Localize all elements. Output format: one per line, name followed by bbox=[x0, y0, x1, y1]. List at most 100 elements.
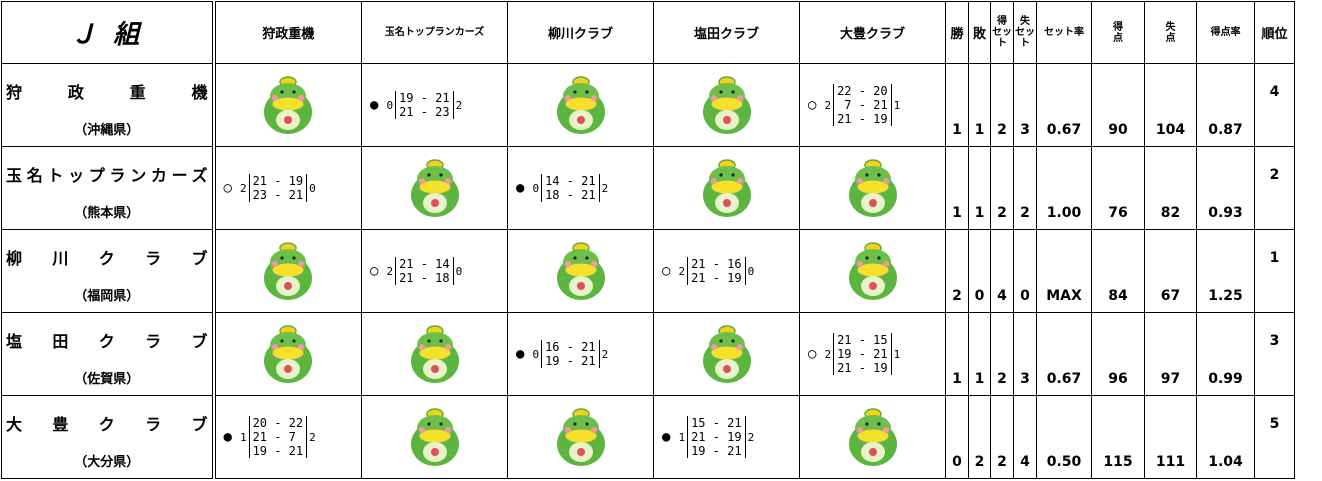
stat-value: 0 bbox=[1013, 229, 1037, 313]
match-cell bbox=[213, 312, 362, 396]
team-cell: 狩政重機 （沖縄県） bbox=[1, 63, 216, 147]
team-row: 玉名トップランカーズ （熊本県） ○ 2 21 - 19 23 - 21 0 ● 0 14 - 2… bbox=[1, 146, 1295, 230]
set-score: 21 - 19 bbox=[252, 174, 304, 188]
match-cell: ● 0 16 - 21 19 - 21 2 bbox=[507, 312, 654, 396]
mascot-icon bbox=[848, 242, 897, 300]
sets-lost: 2 bbox=[601, 181, 609, 195]
match-result: ○ 2 21 - 14 21 - 18 0 bbox=[362, 230, 507, 312]
column-header: 大豊クラブ bbox=[799, 1, 946, 64]
rank: 3 bbox=[1254, 312, 1295, 396]
stat-header-line: 敗 bbox=[972, 27, 986, 42]
set-score: 21 - 19 bbox=[691, 430, 742, 444]
header-row: Ｊ 組 狩政重機 玉名トップランカーズ 柳川クラブ 塩田クラブ 大豊クラブ勝敗得セット失… bbox=[1, 1, 1295, 64]
match-result: ○ 2 22 - 20 7 - 21 21 - 19 1 bbox=[800, 64, 945, 146]
sets-won: 2 bbox=[824, 98, 832, 112]
sets-lost: 0 bbox=[309, 181, 316, 195]
result-mark: ○ bbox=[662, 263, 671, 279]
match-cell bbox=[799, 229, 946, 313]
stat-value: 1 bbox=[968, 312, 991, 396]
column-header: 塩田クラブ bbox=[653, 1, 800, 64]
result-mark: ● bbox=[370, 97, 379, 113]
match-cell: ● 0 14 - 21 18 - 21 2 bbox=[507, 146, 654, 230]
mascot-icon bbox=[848, 159, 897, 217]
stat-header: 失点 bbox=[1144, 1, 1197, 64]
set-score: 23 - 21 bbox=[252, 188, 304, 202]
match-result: ● 0 19 - 21 21 - 23 2 bbox=[362, 64, 507, 146]
sets-lost: 2 bbox=[309, 430, 316, 444]
stat-value: 3 bbox=[1013, 312, 1037, 396]
stat-value: 2 bbox=[968, 395, 991, 479]
stat-value: 115 bbox=[1091, 395, 1145, 479]
sets-lost: 0 bbox=[747, 264, 755, 278]
mascot-icon bbox=[702, 76, 751, 134]
stat-value: 76 bbox=[1091, 146, 1145, 230]
match-cell bbox=[507, 229, 654, 313]
scores: 16 - 21 19 - 21 bbox=[541, 340, 600, 368]
stat-value: 2 bbox=[945, 229, 969, 313]
stat-value: 3 bbox=[1013, 63, 1037, 147]
rank: 1 bbox=[1254, 229, 1295, 313]
mascot bbox=[654, 64, 799, 146]
set-score: 19 - 21 bbox=[399, 91, 450, 105]
mascot-icon bbox=[410, 159, 459, 217]
column-header: 玉名トップランカーズ bbox=[361, 1, 508, 64]
match-cell: ○ 2 21 - 15 19 - 21 21 - 19 1 bbox=[799, 312, 946, 396]
mascot bbox=[654, 147, 799, 229]
team-name: 柳川クラブ bbox=[6, 248, 208, 268]
mascot-icon bbox=[264, 325, 313, 383]
team-cell: 塩田クラブ （佐賀県） bbox=[1, 312, 216, 396]
group-title: Ｊ 組 bbox=[1, 1, 216, 64]
mascot bbox=[362, 147, 507, 229]
scores: 15 - 21 21 - 19 19 - 21 bbox=[687, 416, 746, 458]
stat-header: セット率 bbox=[1036, 1, 1092, 64]
match-result: ○ 2 21 - 16 21 - 19 0 bbox=[654, 230, 799, 312]
set-score: 18 - 21 bbox=[545, 188, 596, 202]
set-score: 21 - 19 bbox=[837, 112, 888, 126]
stat-value: MAX bbox=[1036, 229, 1092, 313]
stat-value: 1 bbox=[945, 146, 969, 230]
mascot-icon bbox=[264, 76, 313, 134]
team-cell: 柳川クラブ （福岡県） bbox=[1, 229, 216, 313]
match-result: ○ 2 21 - 15 19 - 21 21 - 19 1 bbox=[800, 313, 945, 395]
stat-header-line: 得 bbox=[997, 16, 1007, 27]
sets-won: 2 bbox=[239, 181, 247, 195]
stat-value: 67 bbox=[1144, 229, 1197, 313]
set-score: 14 - 21 bbox=[545, 174, 596, 188]
stat-value: 97 bbox=[1144, 312, 1197, 396]
mascot-icon bbox=[702, 159, 751, 217]
sets-lost: 0 bbox=[455, 264, 463, 278]
league-table: Ｊ 組 狩政重機 玉名トップランカーズ 柳川クラブ 塩田クラブ 大豊クラブ勝敗得セット失… bbox=[1, 1, 1295, 479]
set-score: 21 - 15 bbox=[837, 333, 888, 347]
prefecture: （大分県） bbox=[74, 454, 140, 470]
stat-header: 敗 bbox=[968, 1, 991, 64]
prefecture: （佐賀県） bbox=[74, 371, 140, 387]
mascot-icon bbox=[848, 408, 897, 466]
stat-value: 1.04 bbox=[1196, 395, 1255, 479]
mascot-icon bbox=[264, 242, 313, 300]
result-mark: ● bbox=[223, 429, 232, 445]
mascot bbox=[654, 313, 799, 395]
stat-header-line: 勝 bbox=[950, 27, 964, 42]
stat-header-line: 失 bbox=[1165, 21, 1176, 33]
mascot bbox=[216, 313, 362, 395]
stat-value: 2 bbox=[1013, 146, 1037, 230]
stat-header-line: セット bbox=[1015, 27, 1035, 49]
team-row: 狩政重機 （沖縄県） ● 0 19 - 21 21 - 23 2 ○ 2 22 - 20 7 - … bbox=[1, 63, 1295, 147]
team-name: 大豊クラブ bbox=[6, 414, 208, 434]
mascot bbox=[800, 230, 945, 312]
table-body: 狩政重機 （沖縄県） ● 0 19 - 21 21 - 23 2 ○ 2 22 - 20 7 - … bbox=[1, 63, 1295, 479]
set-score: 16 - 21 bbox=[545, 340, 596, 354]
match-result: ● 1 15 - 21 21 - 19 19 - 21 2 bbox=[654, 396, 799, 478]
set-score: 19 - 21 bbox=[545, 354, 596, 368]
stat-value: 90 bbox=[1091, 63, 1145, 147]
stat-value: 82 bbox=[1144, 146, 1197, 230]
mascot bbox=[800, 396, 945, 478]
team-name: 玉名トップランカーズ bbox=[6, 165, 208, 185]
stat-value: 0.67 bbox=[1036, 63, 1092, 147]
team-row: 塩田クラブ （佐賀県） ● 0 16 - 21 19 - 21 2 ○ 2 21 - 15 19 -… bbox=[1, 312, 1295, 396]
team-name: 塩田クラブ bbox=[6, 331, 208, 351]
sets-lost: 1 bbox=[893, 98, 901, 112]
set-score: 21 - 23 bbox=[399, 105, 450, 119]
stat-value: 0.50 bbox=[1036, 395, 1092, 479]
sets-lost: 1 bbox=[893, 347, 901, 361]
